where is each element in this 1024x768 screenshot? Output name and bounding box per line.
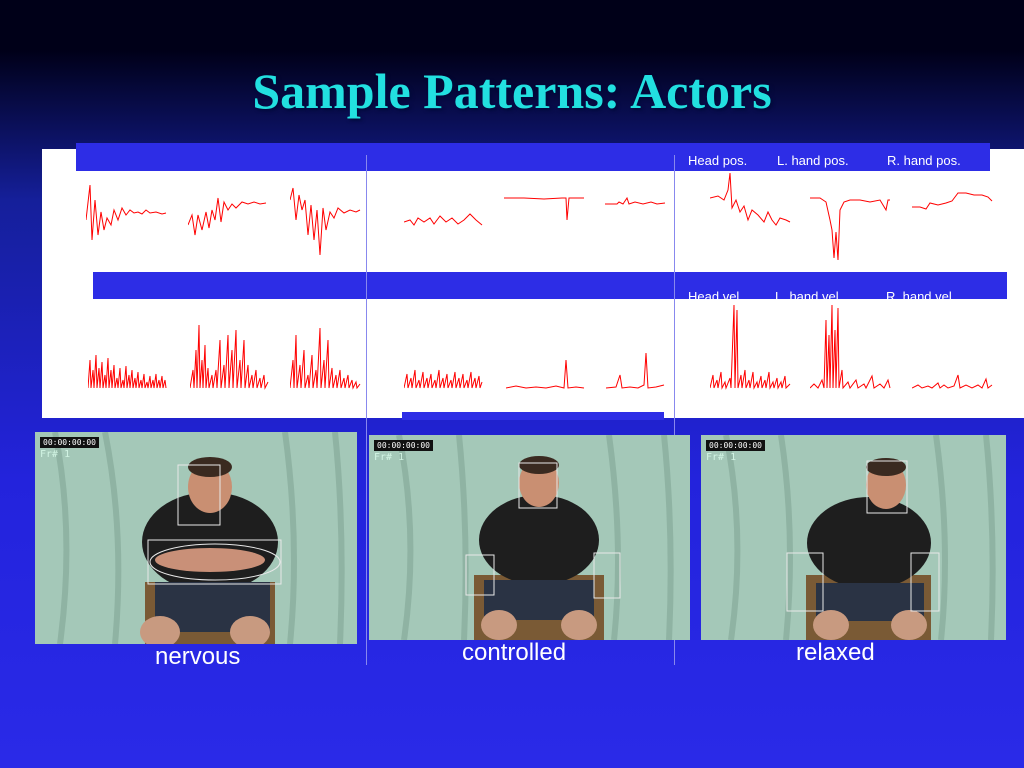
- header-cover: [678, 299, 1024, 304]
- trace-controlled-rhand-vel: [606, 352, 665, 389]
- actor-image-controlled: [369, 435, 690, 640]
- trace-relaxed-rhand-pos: [912, 192, 993, 210]
- header-l-hand-pos: L. hand pos.: [777, 153, 849, 168]
- frame-counter-relaxed: Fr# 1: [706, 452, 737, 463]
- chart-panel-mid-strip: [42, 299, 1024, 303]
- timecode-relaxed: 00:00:00:00: [706, 440, 765, 451]
- video-frame-controlled: 00:00:00:00 Fr# 1: [369, 435, 690, 640]
- trace-nervous-lhand-vel: [190, 324, 269, 390]
- header-r-hand-pos: R. hand pos.: [887, 153, 961, 168]
- slide-title: Sample Patterns: Actors: [252, 63, 772, 119]
- trace-relaxed-lhand-pos: [810, 197, 890, 261]
- caption-nervous: nervous: [155, 643, 241, 670]
- frame-counter-controlled: Fr# 1: [374, 452, 405, 463]
- trace-relaxed-head-pos: [710, 172, 791, 226]
- trace-controlled-lhand-vel: [506, 359, 585, 389]
- video-frame-relaxed: 00:00:00:00 Fr# 1: [701, 435, 1006, 640]
- trace-relaxed-lhand-vel: [810, 304, 891, 390]
- chart-header-bar-middle: [93, 272, 1007, 299]
- column-divider-2: [674, 155, 675, 665]
- trace-nervous-rhand-pos: [290, 187, 361, 256]
- column-divider-1: [366, 155, 367, 665]
- chart-header-bar-top: [76, 143, 990, 171]
- trace-nervous-head-pos: [86, 184, 167, 241]
- trace-nervous-lhand-pos: [188, 197, 267, 236]
- trace-relaxed-head-vel: [710, 304, 791, 390]
- header-head-pos: Head pos.: [688, 153, 748, 168]
- trace-controlled-head-pos: [404, 213, 483, 226]
- trace-controlled-lhand-pos: [504, 197, 584, 221]
- video-frame-nervous: 00:00:00:00 Fr# 1: [35, 432, 357, 644]
- caption-relaxed: relaxed: [796, 639, 875, 666]
- frame-counter-nervous: Fr# 1: [40, 449, 71, 460]
- actor-image-nervous: [35, 432, 357, 644]
- actor-image-relaxed: [701, 435, 1006, 640]
- trace-nervous-rhand-vel: [290, 327, 361, 390]
- trace-relaxed-rhand-vel: [912, 374, 993, 389]
- timecode-controlled: 00:00:00:00: [374, 440, 433, 451]
- timecode-nervous: 00:00:00:00: [40, 437, 99, 448]
- chart-panel-notch: [402, 412, 664, 420]
- trace-controlled-rhand-pos: [605, 196, 666, 205]
- caption-controlled: controlled: [462, 639, 567, 666]
- trace-nervous-head-vel: [88, 354, 167, 389]
- trace-controlled-head-vel: [404, 369, 483, 389]
